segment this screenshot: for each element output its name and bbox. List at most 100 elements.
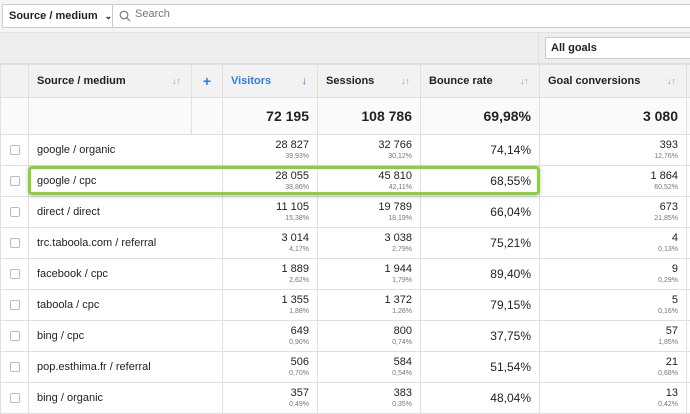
visitors-percent: 2,62% [231, 276, 309, 285]
search-input[interactable] [135, 8, 435, 20]
column-label: Goal conversions [548, 75, 640, 87]
row-checkbox[interactable] [10, 176, 20, 186]
row-checkbox-cell [1, 228, 29, 259]
row-checkbox[interactable] [10, 269, 20, 279]
empty-cell [687, 135, 690, 166]
header-extra-cell [687, 65, 690, 98]
goals-value: 21 [548, 356, 678, 369]
goals-value: 13 [548, 387, 678, 400]
goals-percent: 12,76% [548, 152, 678, 161]
empty-cell [687, 197, 690, 228]
visitors-value: 1 355 [231, 294, 309, 307]
goals-value: 57 [548, 325, 678, 338]
source-cell[interactable]: direct / direct [29, 197, 223, 228]
add-column-button[interactable]: + [192, 65, 223, 98]
empty-cell [29, 98, 192, 135]
goals-value: 393 [548, 139, 678, 152]
row-checkbox[interactable] [10, 300, 20, 310]
goals-value: 4 [548, 232, 678, 245]
visitors-value: 11 105 [231, 201, 309, 214]
column-header-goal-conversions[interactable]: Goal conversions ↓↑ [540, 65, 687, 98]
row-checkbox-cell [1, 352, 29, 383]
visitors-value: 1 889 [231, 263, 309, 276]
visitors-percent: 0,90% [231, 338, 309, 347]
sort-icon[interactable]: ↓↑ [520, 76, 529, 86]
sessions-percent: 2,79% [326, 245, 412, 254]
visitors-percent: 0,70% [231, 369, 309, 378]
bounce-rate-cell: 51,54% [421, 352, 540, 383]
empty-cell [687, 166, 690, 197]
total-sessions: 108 786 [318, 98, 421, 135]
row-checkbox-cell [1, 383, 29, 414]
visitors-percent: 0,49% [231, 400, 309, 409]
search-box[interactable] [112, 4, 690, 28]
empty-cell [687, 383, 690, 414]
sessions-percent: 1,26% [326, 307, 412, 316]
source-cell[interactable]: google / cpc [29, 166, 223, 197]
visitors-percent: 38,86% [231, 183, 309, 192]
sessions-percent: 0,54% [326, 369, 412, 378]
row-checkbox[interactable] [10, 393, 20, 403]
source-cell[interactable]: taboola / cpc [29, 290, 223, 321]
goals-percent: 0,13% [548, 245, 678, 254]
visitors-percent: 4,17% [231, 245, 309, 254]
dimension-select[interactable]: Source / medium ⌄ [2, 4, 119, 28]
header-row: Source / medium↓↑ + Visitors↓ Sessions↓↑… [1, 65, 690, 98]
sessions-value: 45 810 [326, 170, 412, 183]
bounce-rate-cell: 66,04% [421, 197, 540, 228]
row-checkbox[interactable] [10, 145, 20, 155]
row-checkbox-cell [1, 135, 29, 166]
row-checkbox[interactable] [10, 238, 20, 248]
sort-icon[interactable]: ↓↑ [667, 76, 676, 86]
source-cell[interactable]: bing / cpc [29, 321, 223, 352]
bounce-rate-cell: 37,75% [421, 321, 540, 352]
empty-cell [1, 98, 29, 135]
column-header-source[interactable]: Source / medium↓↑ [29, 65, 192, 98]
source-cell[interactable]: facebook / cpc [29, 259, 223, 290]
source-cell[interactable]: trc.taboola.com / referral [29, 228, 223, 259]
visitors-value: 3 014 [231, 232, 309, 245]
goals-select[interactable]: All goals [545, 37, 690, 59]
goals-percent: 0,16% [548, 307, 678, 316]
source-cell[interactable]: google / organic [29, 135, 223, 166]
row-checkbox[interactable] [10, 362, 20, 372]
sort-icon[interactable]: ↓↑ [401, 76, 410, 86]
sessions-value: 1 944 [326, 263, 412, 276]
visitors-value: 506 [231, 356, 309, 369]
source-cell[interactable]: bing / organic [29, 383, 223, 414]
column-header-visitors[interactable]: Visitors↓ [223, 65, 318, 98]
column-label: Bounce rate [429, 75, 493, 87]
sessions-value: 32 766 [326, 139, 412, 152]
sessions-value: 3 038 [326, 232, 412, 245]
column-header-sessions[interactable]: Sessions↓↑ [318, 65, 421, 98]
row-checkbox[interactable] [10, 207, 20, 217]
sort-icon[interactable]: ↓↑ [172, 76, 181, 86]
column-header-bounce-rate[interactable]: Bounce rate ↓↑ [421, 65, 540, 98]
bounce-rate-cell: 79,15% [421, 290, 540, 321]
visitors-value: 28 055 [231, 170, 309, 183]
source-cell[interactable]: pop.esthima.fr / referral [29, 352, 223, 383]
visitors-percent: 1,88% [231, 307, 309, 316]
divider [538, 33, 539, 64]
goals-value: 673 [548, 201, 678, 214]
sort-desc-icon[interactable]: ↓ [302, 75, 308, 87]
row-checkbox[interactable] [10, 331, 20, 341]
